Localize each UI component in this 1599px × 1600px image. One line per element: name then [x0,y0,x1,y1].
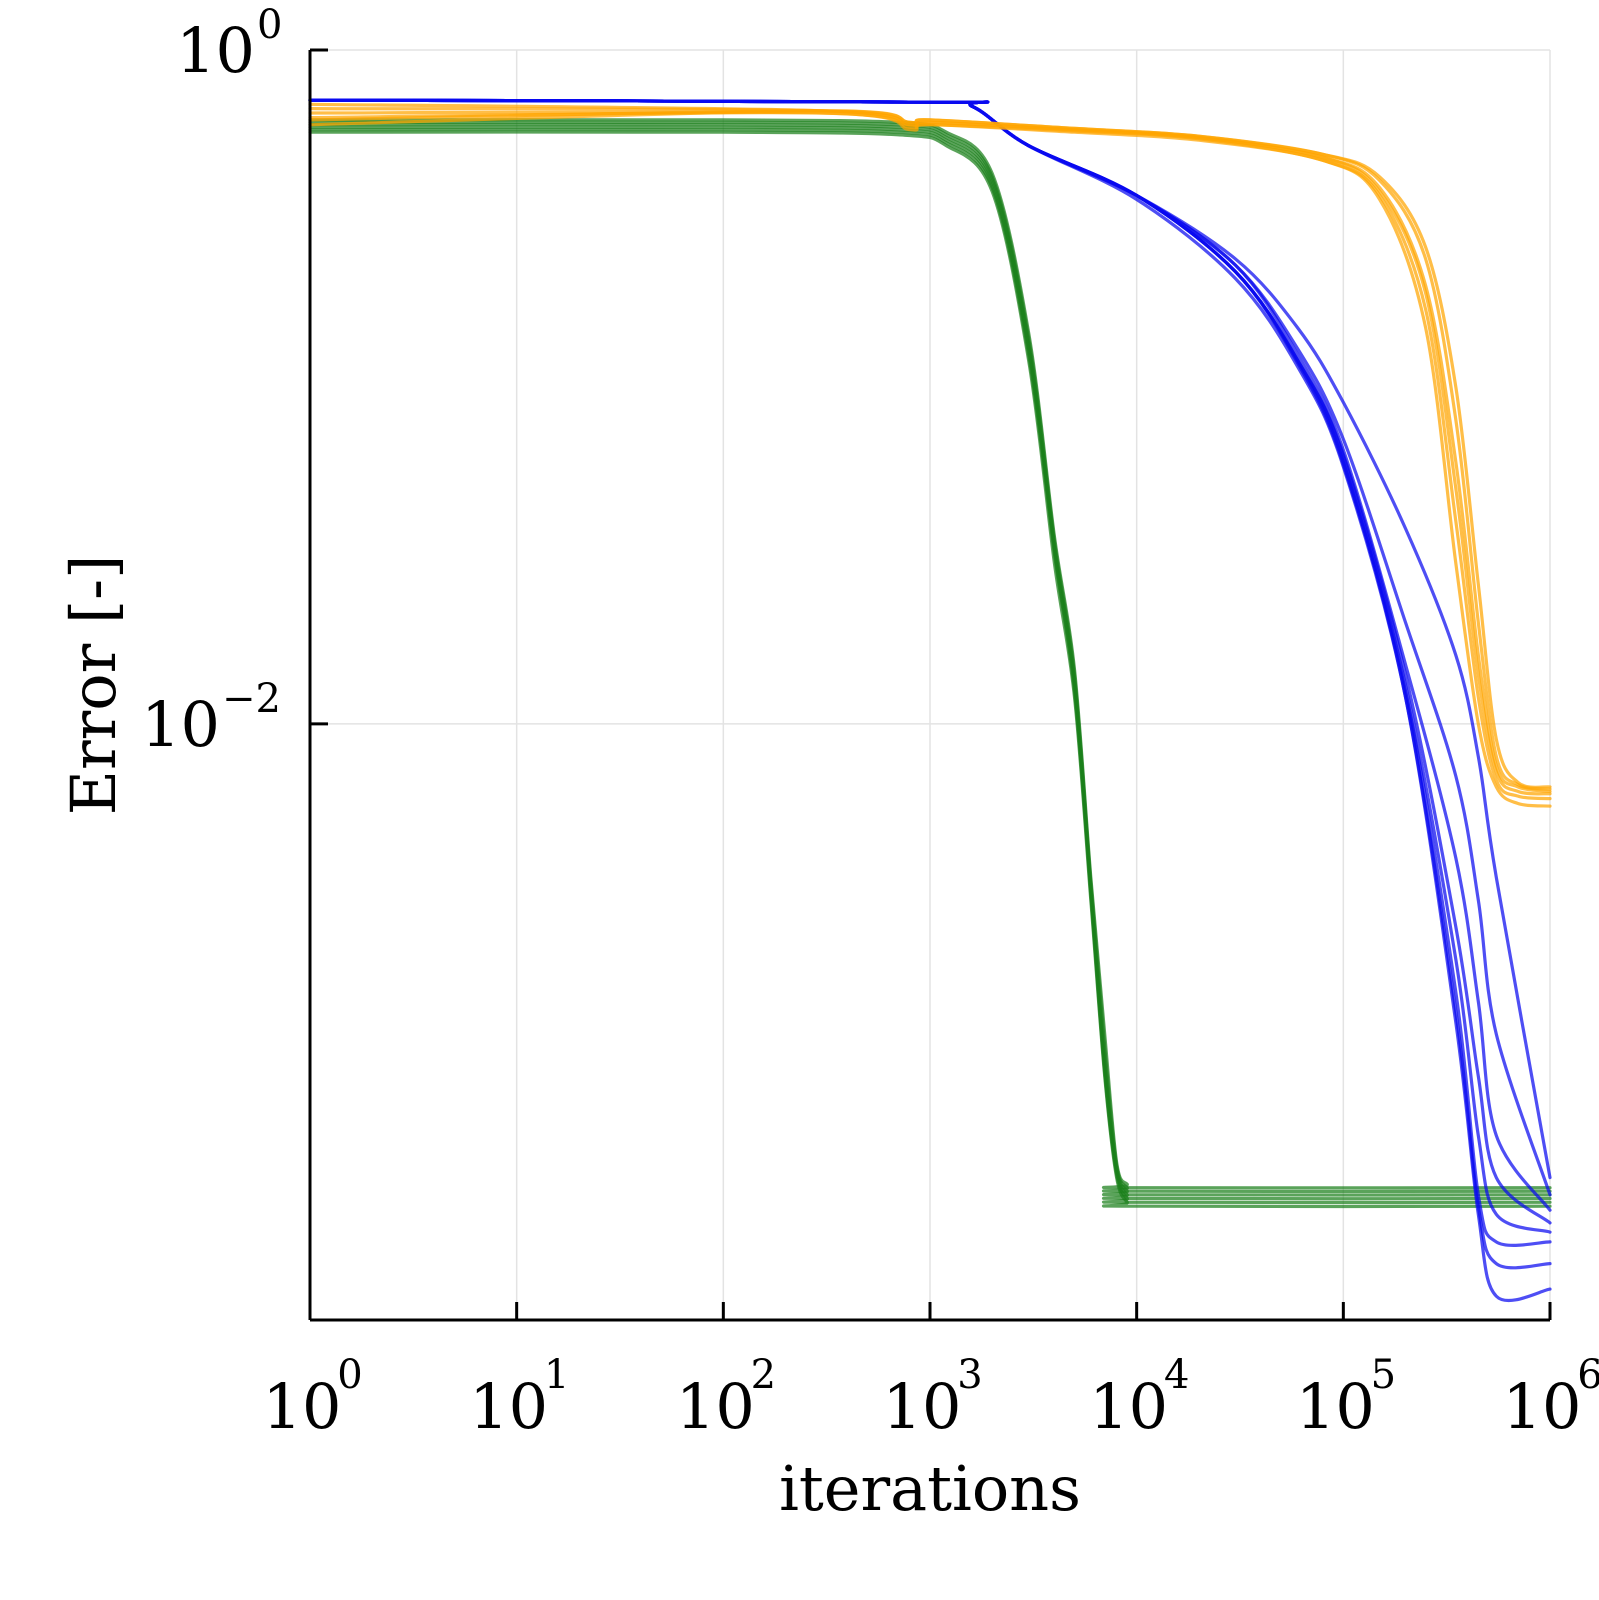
y-tick-label-exp-0: 0 [257,2,282,48]
grid-layer [309,49,1551,1320]
x-tick-label-exp-0: 0 [337,1352,362,1398]
y-tick-label-exp-1: −2 [222,676,281,722]
y-tick-label-0: 10 [176,14,255,87]
series-line-blue-13 [308,98,1552,1180]
x-tick-label-0: 10 [263,1370,342,1443]
x-tick-label-5: 10 [1296,1370,1375,1443]
x-tick-label-exp-2: 2 [751,1352,776,1398]
x-tick-label-exp-1: 1 [544,1352,569,1398]
x-tick-label-2: 10 [676,1370,755,1443]
series-line-orange-17 [308,102,1552,793]
x-tick-label-exp-4: 4 [1164,1352,1189,1398]
series-line-green-5 [308,118,1552,1190]
x-tick-label-1: 10 [469,1370,548,1443]
x-tick-label-exp-3: 3 [957,1352,982,1398]
x-tick-label-exp-5: 5 [1371,1352,1396,1398]
x-tick-label-exp-6: 6 [1577,1352,1599,1398]
y-axis-title: Error [-] [57,555,130,816]
series-line-orange-15 [308,110,1552,801]
x-axis-title: iterations [779,1452,1081,1525]
series-line-orange-19 [308,109,1552,789]
x-tick-label-6: 10 [1503,1370,1582,1443]
axis-layer [308,48,1552,1322]
y-tick-label-1: 10 [141,688,220,761]
x-tick-label-4: 10 [1089,1370,1168,1443]
x-tick-label-3: 10 [883,1370,962,1443]
series-layer [308,98,1552,1303]
